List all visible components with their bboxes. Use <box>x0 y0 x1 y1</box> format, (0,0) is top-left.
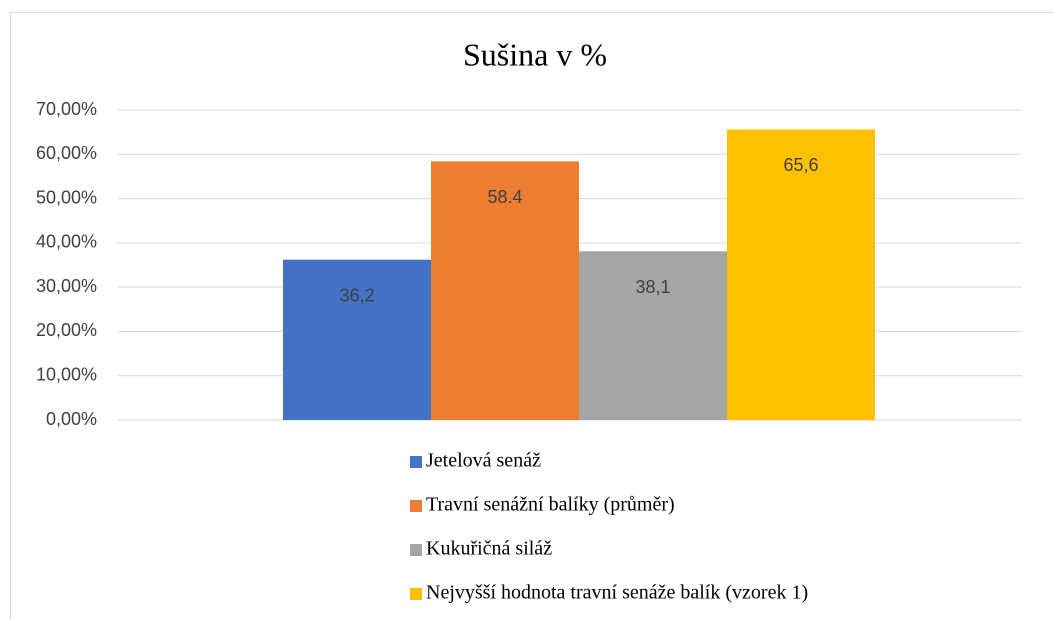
y-tick-label: 60,00% <box>36 143 97 163</box>
bar <box>727 129 875 420</box>
chart-frame <box>10 12 1053 620</box>
legend-swatch <box>410 544 422 556</box>
legend-label: Jetelová senáž <box>426 450 541 472</box>
y-tick-label: 0,00% <box>46 409 97 429</box>
bar <box>283 259 431 420</box>
y-tick-label: 70,00% <box>36 99 97 119</box>
bar <box>579 251 727 420</box>
legend-swatch <box>410 500 422 512</box>
legend-label: Kukuřičná siláž <box>426 538 552 560</box>
legend-swatch <box>410 588 422 600</box>
y-tick-label: 40,00% <box>36 232 97 252</box>
data-label: 36,2 <box>339 285 374 305</box>
legend-swatch <box>410 456 422 468</box>
legend-label: Nejvyšší hodnota travní senáže balík (vz… <box>426 582 808 604</box>
y-tick-label: 20,00% <box>36 320 97 340</box>
y-tick-label: 30,00% <box>36 276 97 296</box>
legend-label: Travní senážní balíky (průměr) <box>426 494 675 516</box>
data-label: 38,1 <box>635 277 670 297</box>
data-label: 58.4 <box>487 187 522 207</box>
y-tick-label: 50,00% <box>36 187 97 207</box>
bar <box>431 161 579 420</box>
y-tick-label: 10,00% <box>36 364 97 384</box>
chart-title: Sušina v % <box>463 36 607 72</box>
data-label: 65,6 <box>783 155 818 175</box>
